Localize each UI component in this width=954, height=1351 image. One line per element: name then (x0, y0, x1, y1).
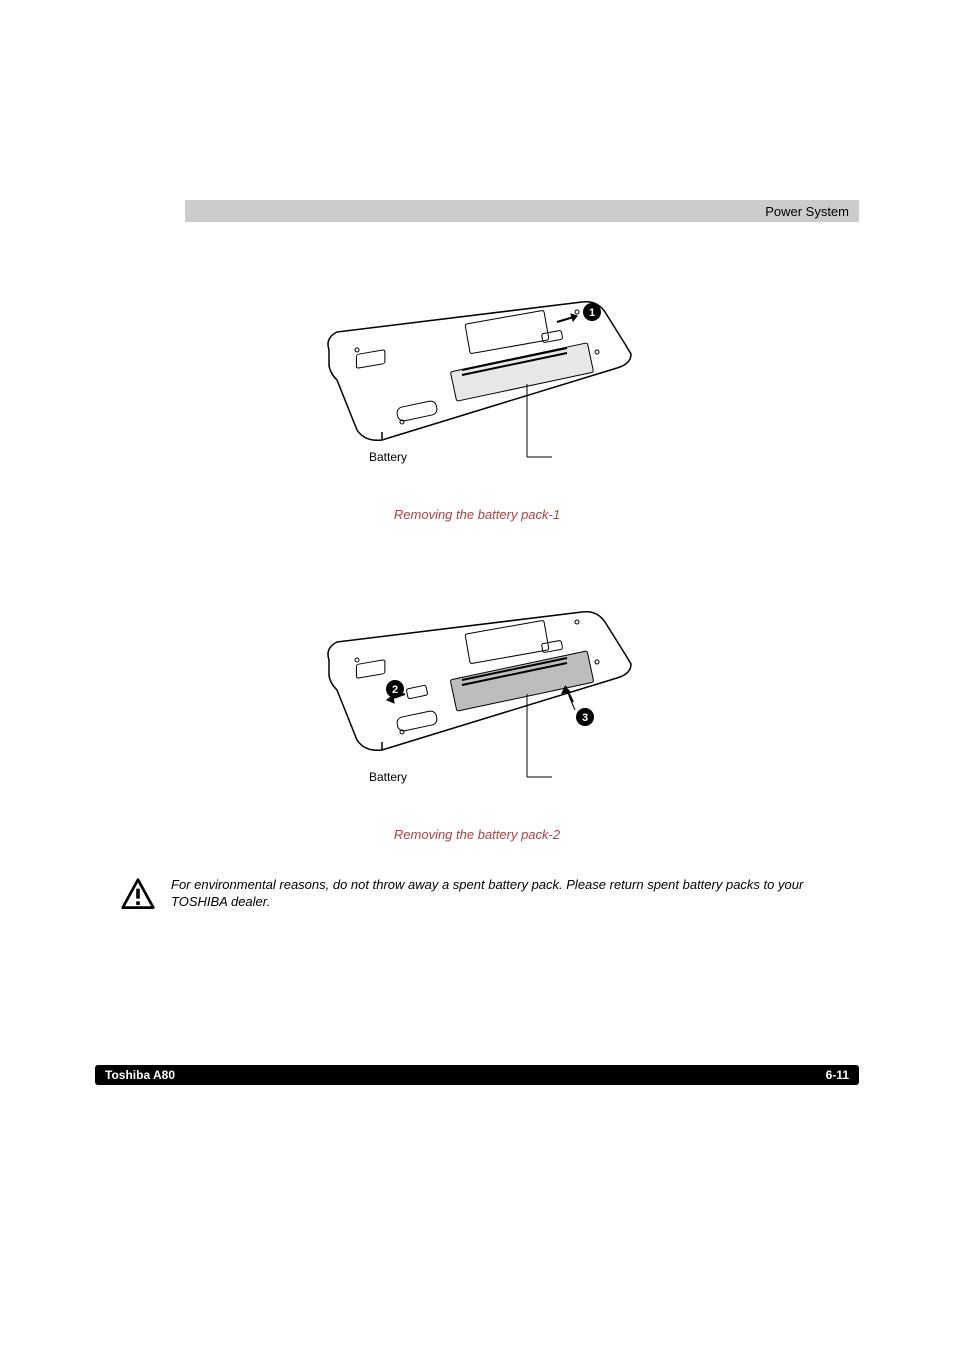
footer-bar: Toshiba A80 6-11 (95, 1065, 859, 1085)
svg-text:3: 3 (582, 712, 588, 724)
footer-page-number: 6-11 (826, 1068, 849, 1082)
header-bar: Power System (185, 200, 859, 222)
figure-2: 2 3 Battery Removing the battery pack-2 (95, 582, 859, 842)
figure-2-battery-label: Battery (369, 770, 407, 784)
figure-1-illustration: 1 Battery (95, 272, 859, 487)
document-page: Power System (0, 0, 954, 1351)
caution-triangle-icon (120, 877, 156, 913)
figure-1-battery-label: Battery (369, 450, 407, 464)
figure-1-caption: Removing the battery pack-1 (95, 507, 859, 522)
figure-1: 1 Battery Removing the battery pack-1 (95, 272, 859, 522)
svg-text:1: 1 (589, 307, 595, 319)
svg-text:2: 2 (392, 684, 398, 696)
section-title: Power System (765, 204, 849, 219)
caution-block: For environmental reasons, do not throw … (95, 877, 859, 913)
caution-text: For environmental reasons, do not throw … (171, 877, 859, 911)
figure-2-caption: Removing the battery pack-2 (95, 827, 859, 842)
footer-product: Toshiba A80 (105, 1068, 175, 1082)
figure-2-illustration: 2 3 Battery (95, 582, 859, 807)
